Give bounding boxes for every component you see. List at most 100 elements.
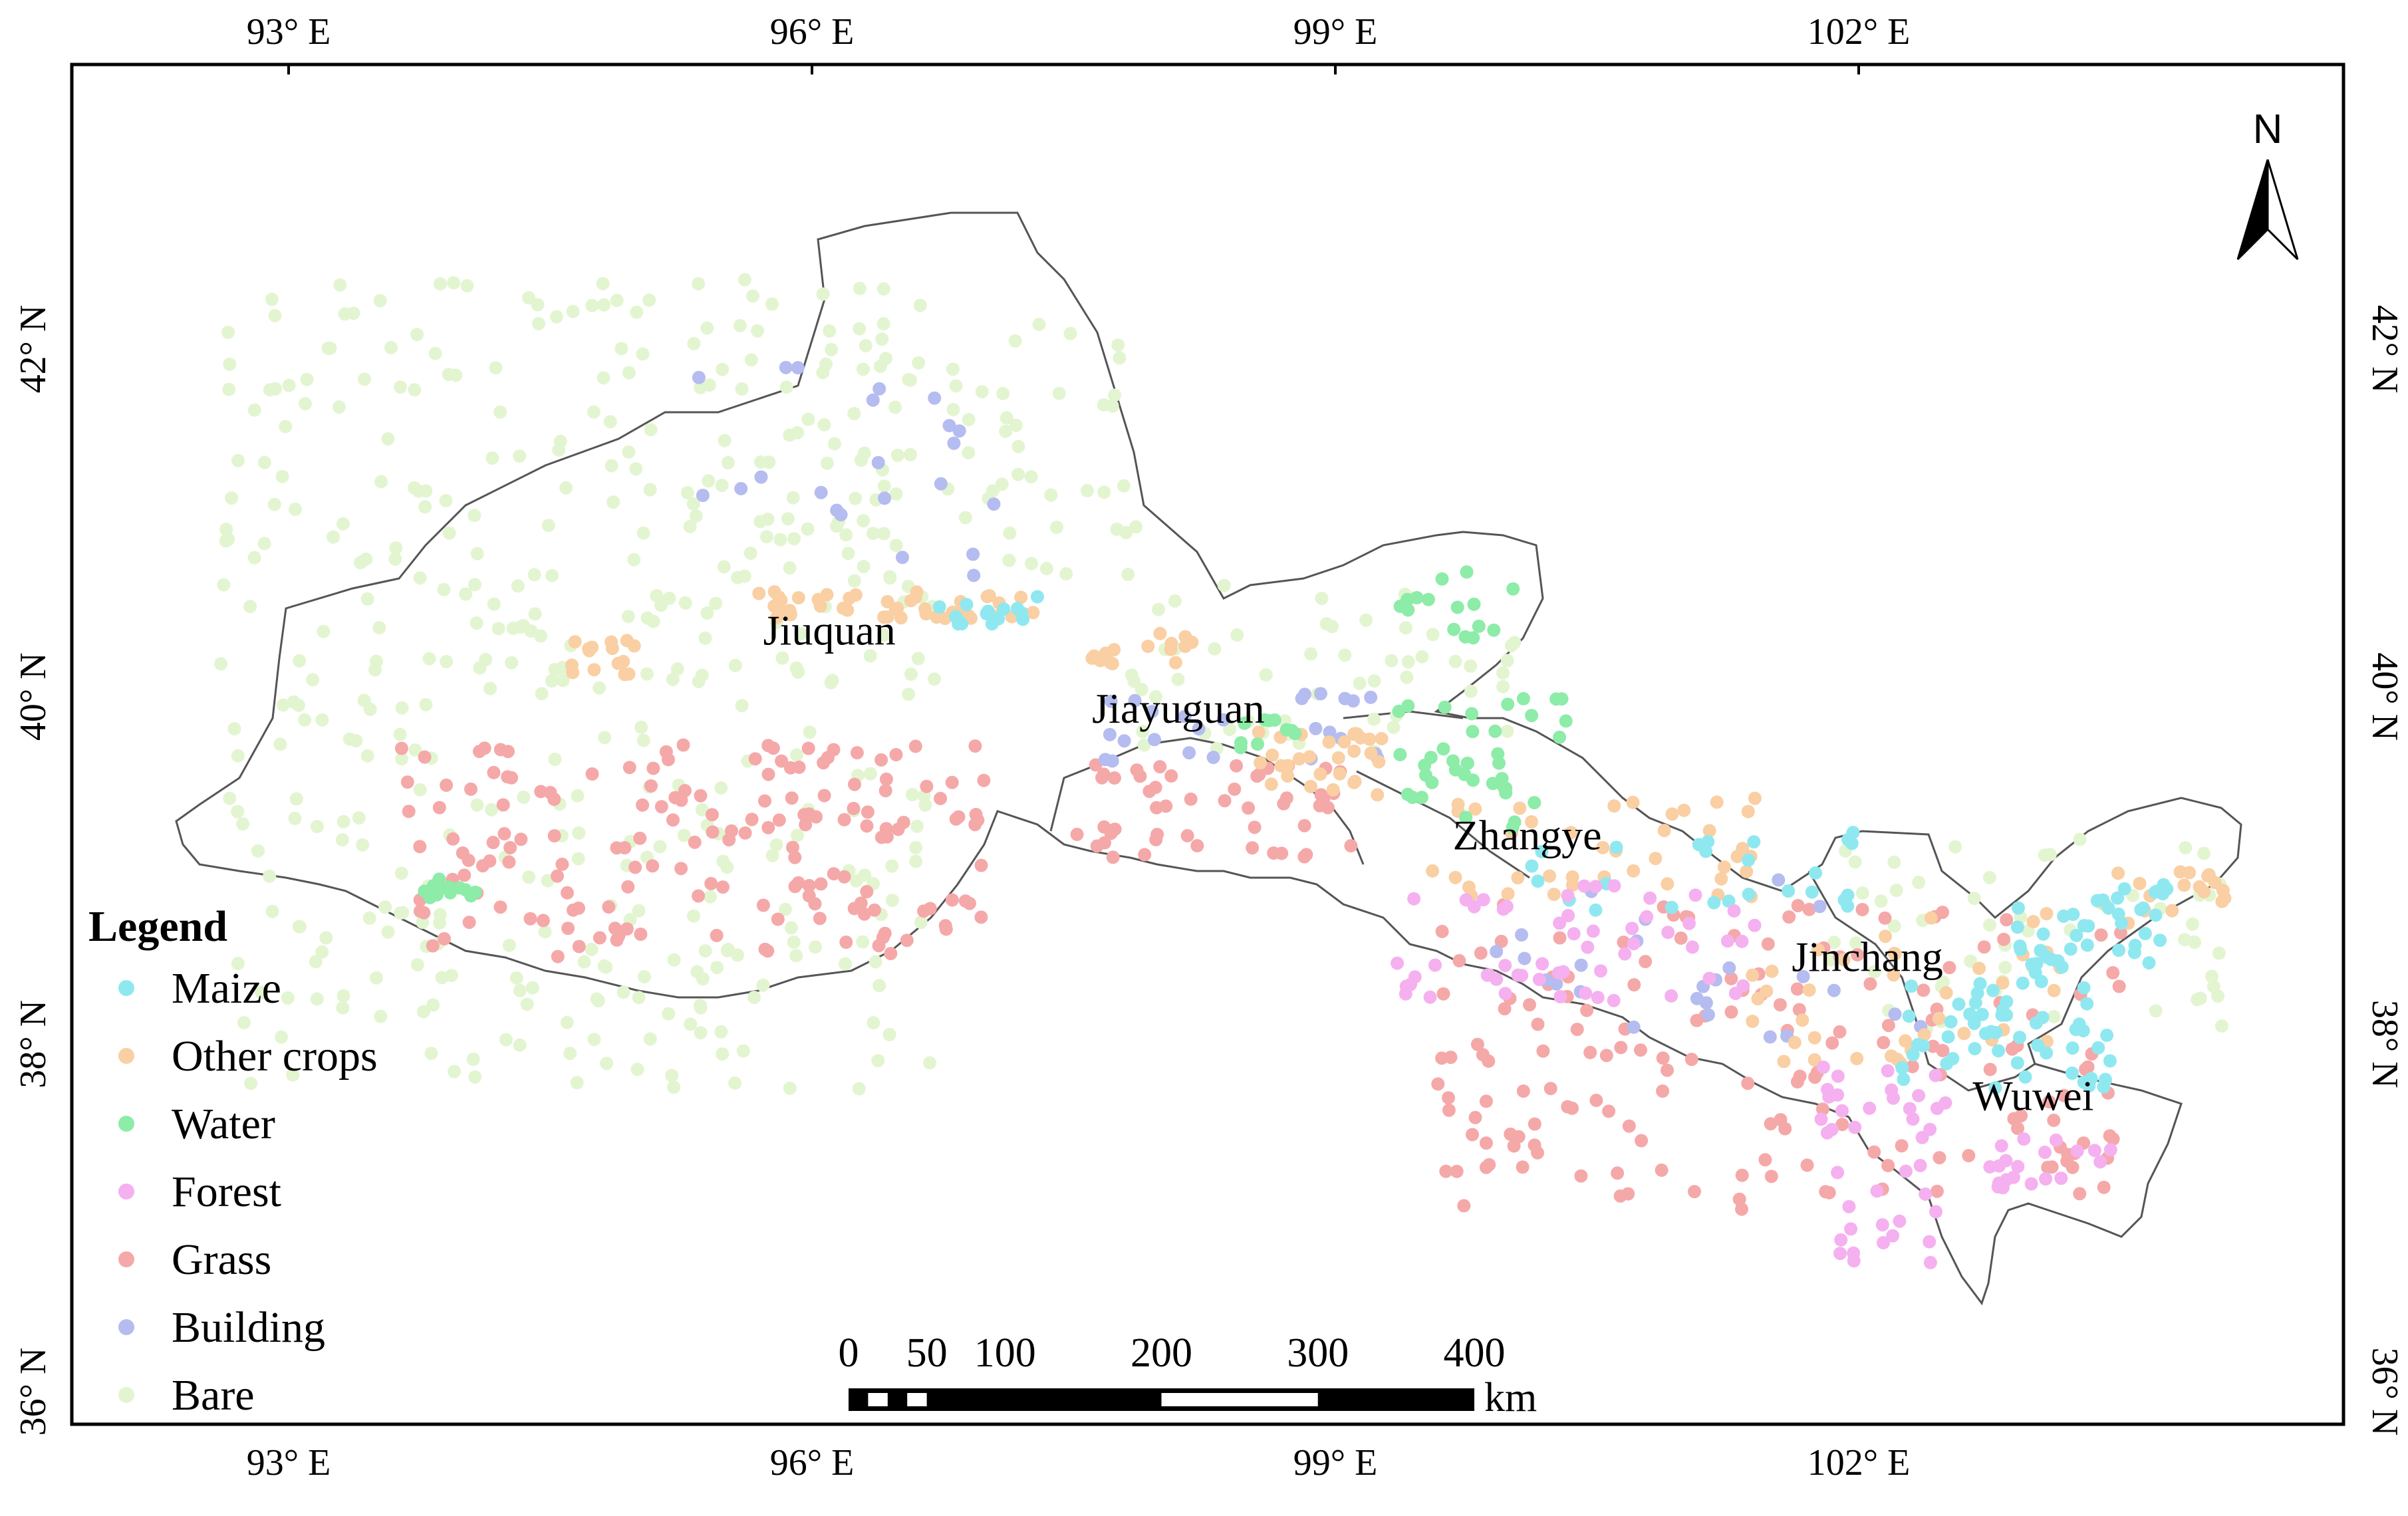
sample-point (1814, 1112, 1828, 1126)
sample-point (696, 489, 710, 502)
sample-point (883, 571, 897, 585)
sample-point (1044, 488, 1058, 502)
sample-point (1665, 900, 1678, 914)
sample-point (1465, 707, 1479, 721)
sample-point (1499, 786, 1513, 800)
sample-point (735, 382, 749, 396)
city-label: Zhangye (1453, 812, 1602, 859)
sample-point (1607, 799, 1621, 813)
sample-point (694, 1026, 708, 1040)
sample-point (408, 743, 422, 757)
sample-point (1095, 771, 1109, 785)
sample-point (1448, 870, 1462, 884)
sample-point (847, 407, 861, 420)
sample-point (1142, 785, 1156, 799)
sample-point (1835, 1104, 1849, 1118)
sample-point (570, 1076, 584, 1090)
sample-point (692, 370, 706, 384)
sample-point (1765, 964, 1779, 978)
legend-label: Building (172, 1303, 325, 1352)
sample-point (486, 836, 500, 849)
sample-point (1682, 916, 1696, 930)
sample-point (336, 1001, 350, 1015)
sample-point (856, 935, 870, 949)
sample-point (2193, 991, 2207, 1005)
sample-point (1881, 1019, 1895, 1033)
sample-point (1031, 590, 1044, 604)
sample-point (823, 324, 837, 338)
x-tick-label: 96° E (770, 11, 855, 53)
sample-point (1802, 902, 1816, 916)
sample-point (1684, 1053, 1698, 1067)
sample-point (1347, 744, 1361, 758)
sample-point (520, 997, 534, 1011)
sample-point (459, 587, 473, 601)
sample-point (1825, 1036, 1839, 1050)
sample-point (553, 434, 567, 448)
sample-point (1834, 1233, 1848, 1247)
sample-point (1111, 338, 1125, 352)
sample-point (1496, 680, 1510, 694)
sample-point (2070, 1144, 2084, 1158)
sample-point (786, 491, 800, 505)
sample-point (1281, 759, 1295, 773)
sample-point (1184, 792, 1198, 806)
sample-point (545, 674, 559, 688)
sample-point (1141, 640, 1155, 653)
sample-point (837, 870, 851, 884)
sample-point (1661, 1063, 1674, 1077)
sample-point (920, 779, 934, 793)
sample-point (1942, 961, 1956, 975)
sample-point (1574, 1169, 1588, 1183)
sample-point (781, 512, 795, 526)
sample-point (1508, 636, 1522, 650)
sample-point (902, 688, 916, 701)
legend-label: Water (172, 1100, 275, 1148)
sample-point (428, 346, 442, 360)
sample-point (1714, 872, 1728, 886)
sample-point (437, 582, 451, 596)
sample-point (942, 419, 956, 433)
sample-point (1180, 828, 1194, 842)
sample-point (396, 906, 410, 920)
sample-point (1837, 953, 1851, 967)
sample-point (683, 519, 697, 533)
sample-point (286, 1068, 300, 1082)
sample-point (934, 477, 948, 491)
sample-point (646, 761, 660, 775)
sample-point (1264, 777, 1278, 791)
sample-point (374, 475, 388, 489)
sample-point (496, 798, 510, 812)
sample-point (433, 277, 447, 291)
sample-point (967, 568, 981, 582)
sample-point (1248, 821, 1262, 834)
sample-point (934, 791, 948, 805)
sample-point (2073, 1187, 2087, 1201)
sample-point (265, 293, 279, 307)
sample-point (247, 551, 261, 565)
sample-point (1643, 891, 1657, 905)
sample-point (1364, 690, 1378, 704)
sample-point (300, 372, 314, 386)
sample-point (827, 743, 841, 757)
sample-point (566, 666, 580, 680)
sample-point (487, 765, 501, 779)
scale-bar-segment (868, 1393, 888, 1406)
sample-point (814, 485, 828, 499)
sample-point (966, 547, 980, 561)
sample-point (1655, 1163, 1669, 1177)
sample-point (1622, 1119, 1636, 1133)
sample-point (1125, 668, 1138, 682)
sample-point (1153, 626, 1167, 640)
sample-point (995, 477, 1009, 491)
sample-point (717, 560, 731, 574)
sample-point (561, 886, 574, 900)
sample-point (728, 658, 742, 672)
sample-point (791, 665, 805, 679)
sample-point (1401, 787, 1414, 801)
sample-point (1998, 961, 2012, 974)
sample-point (1024, 470, 1038, 483)
sample-point (1516, 1160, 1530, 1174)
sample-point (514, 832, 528, 846)
